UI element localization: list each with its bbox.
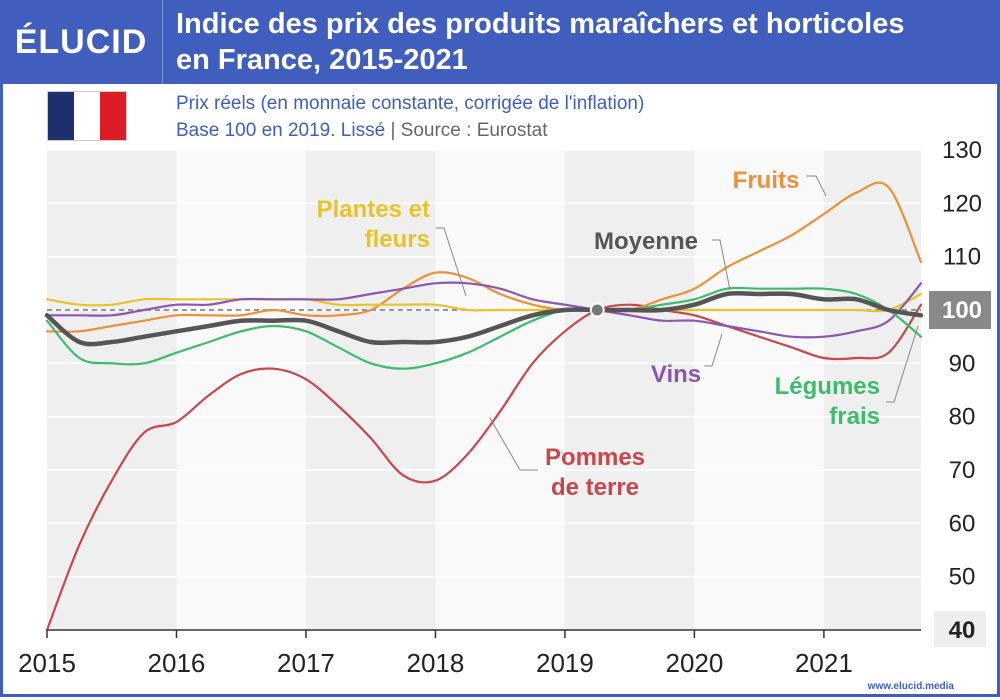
leader-pommes-de-terre: [489, 417, 538, 471]
header-bar: ÉLUCID Indice des prix des produits mara…: [0, 0, 1000, 84]
subtitle-base: Base 100 en 2019. Lissé: [176, 120, 386, 141]
series-label-pommes-de-terre: Pommes de terre: [545, 444, 645, 501]
series-label-plantes-et-fleurs: Plantes et fleurs: [317, 196, 430, 253]
year-band-2017: [305, 150, 436, 630]
series-label-line: frais: [829, 403, 880, 430]
x-tick-label-2018: 2018: [407, 648, 465, 678]
series-lines: [44, 181, 924, 632]
base-point-marker: [589, 302, 605, 318]
chart-title: Indice des prix des produits maraîchers …: [176, 6, 991, 78]
y-tick-label-40: 40: [949, 617, 976, 644]
y-tick-label-60: 60: [949, 510, 976, 537]
subtitle-line2: Base 100 en 2019. Lissé | Source : Euros…: [176, 117, 644, 144]
flag-stripe-blue: [48, 92, 74, 140]
series-label-line: Fruits: [733, 167, 800, 194]
year-band-2016: [176, 150, 306, 630]
y-tick-label-70: 70: [949, 457, 976, 484]
footer-url: www.elucid.media: [867, 681, 954, 692]
y-tick-highlight-box: [929, 291, 991, 329]
x-tick-label-2015: 2015: [18, 648, 76, 678]
y-tick-label-130: 130: [942, 137, 982, 164]
flag-stripe-white: [74, 92, 100, 140]
year-bands: [47, 150, 921, 630]
y-tick-label-120: 120: [942, 190, 982, 217]
chart-title-line2: en France, 2015-2021: [176, 44, 468, 76]
chart-frame: [0, 84, 1000, 697]
x-tick-label-2019: 2019: [536, 648, 594, 678]
x-tick-label-2021: 2021: [795, 648, 853, 678]
series-label-fruits: Fruits: [733, 167, 800, 194]
year-band-2015: [47, 150, 177, 630]
leader-moyenne: [712, 239, 731, 291]
leader-vins: [704, 333, 723, 367]
series-label-line: Moyenne: [594, 228, 698, 255]
series-label-vins: Vins: [651, 361, 701, 388]
series-label-line: Pommes: [545, 444, 645, 471]
subtitle-separator: |: [390, 120, 396, 141]
series-labels: Pommes de terre Fruits Plantes et fleurs Vins…: [317, 167, 880, 501]
series-line-plantes-et-fleurs: [45, 292, 923, 313]
series-label-line: Plantes et: [317, 196, 430, 223]
label-leaders: [436, 175, 919, 471]
chart-subtitle: Prix réels (en monnaie constante, corrig…: [176, 90, 644, 144]
series-label-line: fleurs: [365, 226, 430, 253]
subtitle-source: Source : Eurostat: [400, 120, 548, 141]
y-axis: 130 120 110 100 90 80 70 60 50 40: [929, 137, 991, 647]
leader-legumes-frais: [886, 325, 919, 403]
series-line-vins: [45, 281, 923, 339]
leader-plantes-et-fleurs: [436, 227, 467, 297]
elucid-logo: ÉLUCID: [0, 0, 163, 84]
chart-title-line1: Indice des prix des produits maraîchers …: [176, 8, 905, 40]
y-tick-min-box: [934, 611, 986, 647]
subtitle-line1: Prix réels (en monnaie constante, corrig…: [176, 93, 645, 114]
y-tick-label-80: 80: [949, 404, 976, 431]
leader-fruits: [806, 175, 827, 197]
series-label-line: Vins: [651, 361, 701, 388]
flag-stripe-red: [100, 92, 126, 140]
x-tick-label-2020: 2020: [665, 648, 723, 678]
year-band-2019: [564, 150, 695, 630]
series-line-fruits: [45, 181, 923, 333]
x-tick-label-2017: 2017: [277, 648, 335, 678]
y-tick-label-90: 90: [949, 350, 976, 377]
series-label-legumes-frais: Légumes frais: [775, 373, 880, 430]
series-label-moyenne: Moyenne: [594, 228, 698, 255]
y-tick-label-110: 110: [943, 244, 981, 271]
x-tick-label-2016: 2016: [148, 648, 206, 678]
y-tick-label-100: 100: [942, 297, 982, 324]
x-axis: 2015 2016 2017 2018 2019 2020 2021: [18, 629, 921, 678]
series-line-moyenne: [44, 290, 924, 347]
year-band-2020: [694, 150, 824, 630]
year-band-2021: [823, 150, 921, 630]
series-label-line: Légumes: [775, 373, 880, 400]
series-line-legumes-frais: [45, 286, 923, 370]
year-band-2018: [435, 150, 565, 630]
series-line-pommes-de-terre: [45, 303, 923, 632]
y-tick-label-50: 50: [949, 564, 976, 591]
france-flag-icon: [48, 92, 126, 140]
series-label-line: de terre: [551, 474, 639, 501]
